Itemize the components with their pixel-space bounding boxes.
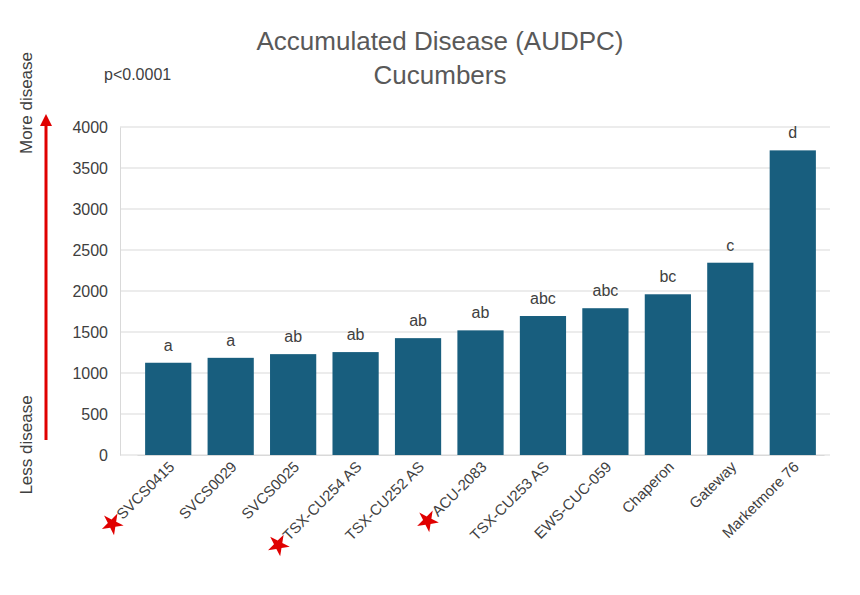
y-axis: 0 500 1000 1500 2000 2500 3000 3500 4000 [72,119,120,464]
y-tick-label: 1500 [72,324,108,341]
x-tick: Gateway [686,455,740,512]
x-axis-line [138,455,825,456]
x-tick-label: SVCS0415 [113,458,178,523]
grid [120,127,830,455]
p-value: p<0.0001 [104,66,171,83]
x-tick-label: EWS-CUC-059 [531,458,615,542]
bar [645,294,691,455]
y-tick: 3000 [72,201,120,218]
group-letter: abc [530,290,556,307]
star-marker [96,508,126,538]
x-axis: SVCS0415SVCS0029SVCS0025TSX-CU254 ASTSX-… [96,455,824,559]
bar [770,150,816,455]
x-tick-label: Marketmore 76 [719,458,802,541]
y-tick: 1000 [72,365,120,382]
y-tick-label: 500 [81,406,108,423]
group-letter: ab [472,304,490,321]
y-tick-label: 4000 [72,119,108,136]
bar [332,352,378,455]
axis-direction-label: More disease [17,52,36,154]
group-letter: a [164,337,173,354]
y-tick: 1500 [72,324,120,341]
y-tick-label: 3000 [72,201,108,218]
group-letter: c [726,237,734,254]
group-letter: d [788,124,797,141]
bar [582,308,628,455]
x-tick-label: ACU-2083 [428,458,490,520]
y-tick: 500 [81,406,120,423]
x-tick: TSX-CU254 AS [262,455,364,559]
subtitle: Cucumbers [374,60,507,90]
y-tick: 3500 [72,160,120,177]
y-tick-label: 2500 [72,242,108,259]
group-letters: a a ab ab ab ab abc abc bc c d [164,124,797,353]
chart: Accumulated Disease (AUDPC) Cucumbers 0 500… [0,0,860,595]
x-tick: SVCS0029 [175,455,240,522]
bar [395,338,441,455]
grid-line [120,209,830,210]
x-tick: Chaperon [618,455,677,516]
bar [707,263,753,455]
y-tick-label: 2000 [72,283,108,300]
x-tick-label: Gateway [686,457,740,511]
axis-direction-label: Less disease [17,395,36,494]
bar [457,330,503,455]
x-tick-label: SVCS0025 [238,458,303,523]
y-tick: 4000 [72,119,120,136]
x-tick: TSX-CU252 AS [342,455,428,544]
grid-line [120,250,830,251]
group-letter: bc [659,268,676,285]
group-letter: ab [284,328,302,345]
grid-line [120,127,830,128]
x-tick: Marketmore 76 [719,455,802,541]
star-marker [411,505,441,535]
group-letter: abc [593,282,619,299]
grid-line [120,168,830,169]
x-tick: SVCS0025 [238,455,303,522]
x-tick: SVCS0415 [96,455,177,538]
y-tick: 0 [99,447,120,464]
bar [208,358,254,455]
direction-arrow [45,120,48,440]
title: Accumulated Disease (AUDPC) [256,26,623,56]
group-letter: ab [347,326,365,343]
bars [145,150,816,455]
y-tick-label: 3500 [72,160,108,177]
bar [520,316,566,455]
bar [145,363,191,455]
group-letter: ab [409,312,427,329]
star-marker [262,529,292,559]
bar [270,354,316,455]
y-axis-line [120,128,121,456]
x-tick-label: TSX-CU252 AS [342,458,428,544]
x-tick: EWS-CUC-059 [531,455,615,542]
y-tick-label: 1000 [72,365,108,382]
y-tick: 2000 [72,283,120,300]
y-tick-label: 0 [99,447,108,464]
group-letter: a [226,332,235,349]
x-tick-label: Chaperon [618,458,677,517]
y-tick: 2500 [72,242,120,259]
x-tick-label: SVCS0029 [175,458,240,523]
